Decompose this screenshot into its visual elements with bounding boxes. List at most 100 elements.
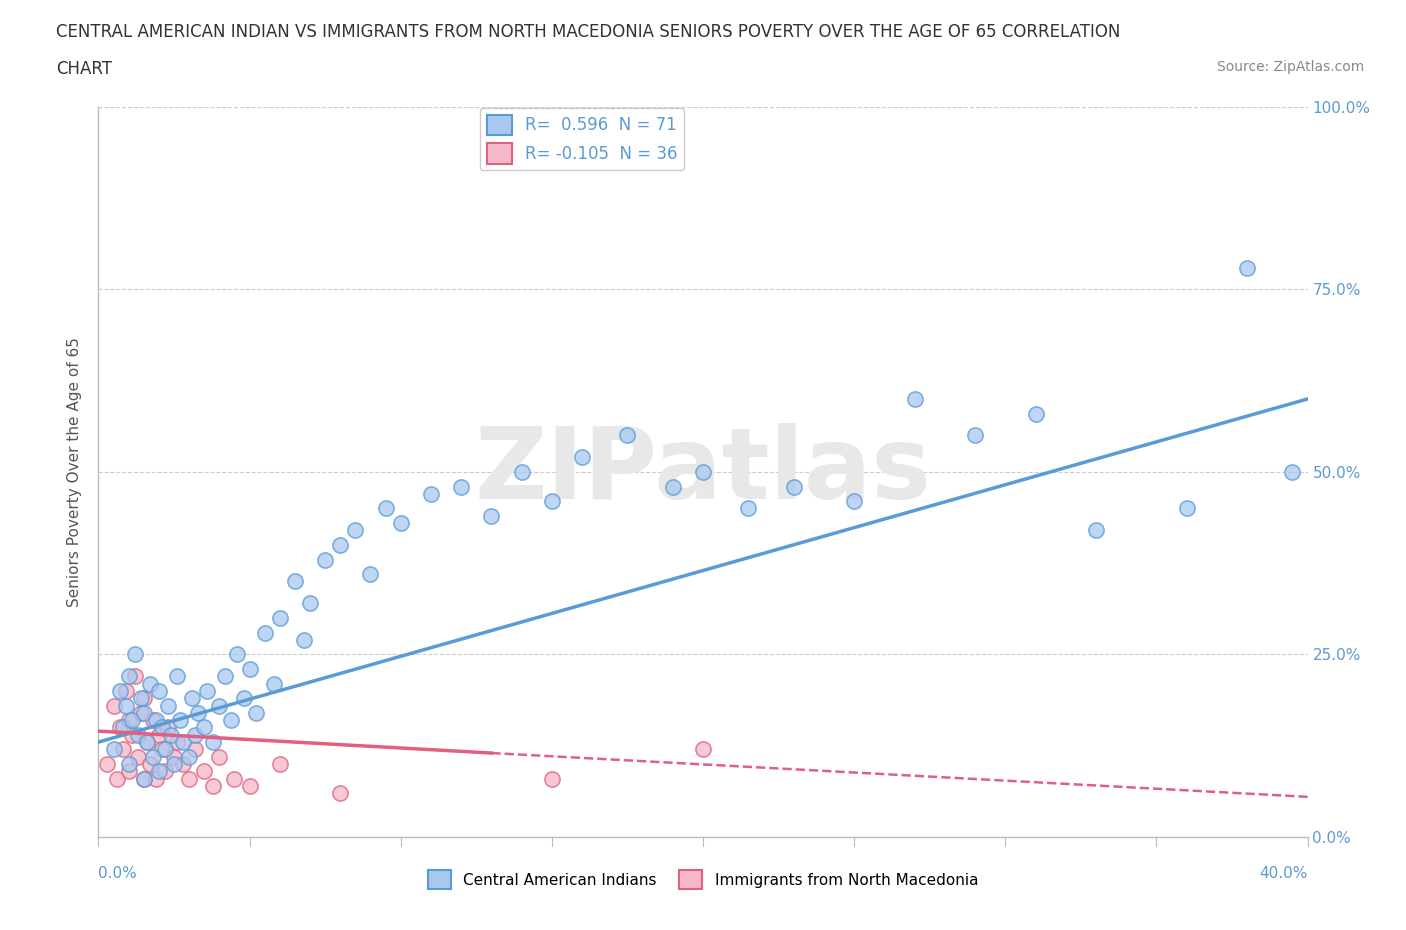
Point [111, 720, 134, 735]
Point [105, 771, 128, 786]
Point [202, 735, 225, 750]
Point [269, 757, 291, 772]
Point [184, 727, 207, 742]
Point [202, 778, 225, 793]
Point [118, 712, 141, 727]
Point [214, 669, 236, 684]
Point [692, 465, 714, 480]
Point [510, 465, 533, 480]
Point [108, 684, 131, 698]
Point [142, 712, 165, 727]
Point [184, 742, 207, 757]
Point [1281, 465, 1303, 480]
Point [314, 552, 336, 567]
Point [232, 691, 254, 706]
Point [135, 735, 157, 750]
Point [118, 757, 141, 772]
Point [224, 771, 246, 786]
Point [132, 691, 155, 706]
Point [195, 684, 218, 698]
Point [129, 706, 152, 721]
Point [118, 669, 141, 684]
Point [114, 684, 136, 698]
Point [148, 684, 170, 698]
Point [150, 742, 173, 757]
Point [284, 574, 307, 589]
Point [329, 538, 352, 552]
Point [172, 735, 194, 750]
Point [239, 778, 262, 793]
Point [96, 757, 118, 772]
Point [132, 771, 155, 786]
Point [1236, 260, 1258, 275]
Point [329, 786, 352, 801]
Point [169, 712, 191, 727]
Point [239, 661, 262, 676]
Point [139, 676, 162, 691]
Point [481, 509, 503, 524]
Point [245, 706, 267, 721]
Point [1085, 523, 1108, 538]
Point [118, 764, 141, 778]
Point [1024, 406, 1046, 421]
Point [389, 515, 412, 530]
Legend: Central American Indians, Immigrants from North Macedonia: Central American Indians, Immigrants fro… [422, 864, 984, 895]
Point [142, 750, 165, 764]
Point [187, 706, 209, 721]
Point [108, 720, 131, 735]
Point [450, 479, 472, 494]
Point [127, 750, 149, 764]
Point [160, 727, 183, 742]
Point [124, 647, 146, 662]
Point [163, 757, 186, 772]
Y-axis label: Seniors Poverty Over the Age of 65: Seniors Poverty Over the Age of 65 [67, 337, 83, 607]
Point [208, 698, 231, 713]
Point [616, 428, 638, 443]
Point [103, 742, 125, 757]
Point [148, 764, 170, 778]
Point [420, 486, 443, 501]
Point [1175, 501, 1198, 516]
Point [193, 720, 215, 735]
Point [121, 712, 143, 727]
Point [172, 757, 194, 772]
Point [299, 596, 322, 611]
Point [737, 501, 759, 516]
Point [540, 771, 562, 786]
Point [263, 676, 285, 691]
Point [156, 720, 179, 735]
Point [360, 566, 382, 581]
Point [166, 735, 188, 750]
Point [129, 691, 152, 706]
Point [156, 698, 179, 713]
Point [181, 691, 204, 706]
Point [571, 450, 593, 465]
Point [153, 764, 176, 778]
Point [193, 764, 215, 778]
Point [692, 742, 714, 757]
Point [132, 706, 155, 721]
Point [103, 698, 125, 713]
Point [965, 428, 987, 443]
Point [844, 494, 866, 509]
Point [163, 750, 186, 764]
Point [269, 611, 291, 626]
Point [114, 698, 136, 713]
Point [127, 727, 149, 742]
Point [121, 727, 143, 742]
Point [150, 720, 173, 735]
Text: 40.0%: 40.0% [1260, 866, 1308, 882]
Point [179, 771, 201, 786]
Point [148, 727, 170, 742]
Point [145, 712, 167, 727]
Text: ZIPatlas: ZIPatlas [475, 423, 931, 521]
Point [783, 479, 806, 494]
Point [226, 647, 249, 662]
Point [166, 669, 188, 684]
Point [344, 523, 367, 538]
Point [135, 735, 157, 750]
Point [179, 750, 201, 764]
Text: CENTRAL AMERICAN INDIAN VS IMMIGRANTS FROM NORTH MACEDONIA SENIORS POVERTY OVER : CENTRAL AMERICAN INDIAN VS IMMIGRANTS FR… [56, 23, 1121, 41]
Point [139, 757, 162, 772]
Point [208, 750, 231, 764]
